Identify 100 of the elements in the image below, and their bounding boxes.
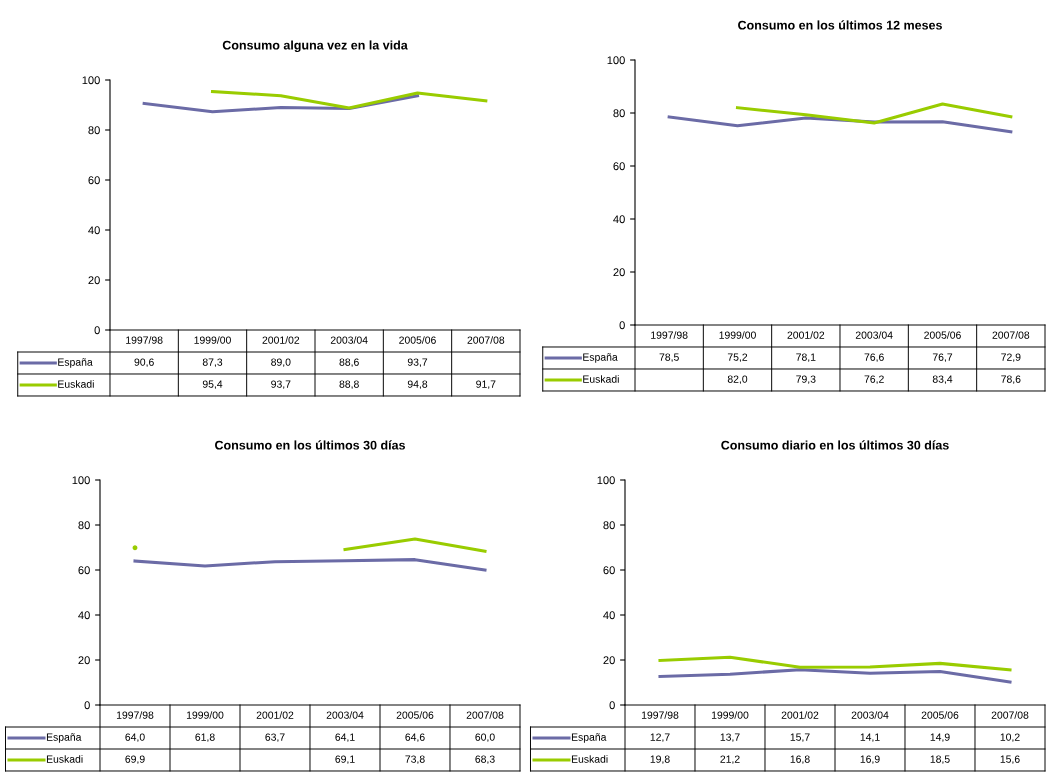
y-tick-label: 100 [72,476,90,485]
y-tick-label: 20 [613,268,625,277]
data-label: 76,2 [864,375,884,385]
data-label: 78,6 [1001,375,1021,385]
data-label: 18,5 [930,755,950,765]
data-label: 15,7 [790,733,810,743]
x-tick-label: 2005/06 [921,711,959,719]
y-tick-label: 0 [609,701,615,710]
data-label: 19,8 [650,755,670,765]
x-tick-label: 2003/04 [326,711,364,719]
line-series [133,558,487,572]
data-label: 88,8 [339,380,359,390]
x-tick-label: 2003/04 [855,331,893,339]
data-label: 63,7 [265,733,285,743]
data-label: 93,7 [271,380,291,390]
data-label: 73,8 [405,755,425,765]
y-tick-label: 100 [597,476,615,485]
x-tick-label: 2007/08 [992,331,1030,339]
x-tick-label: 2001/02 [256,711,294,719]
data-label: 61,8 [195,733,215,743]
data-label: 64,1 [335,733,355,743]
x-tick-label: 2007/08 [467,336,505,344]
x-tick-label: 2003/04 [851,711,889,719]
data-label: 64,6 [405,733,425,743]
data-label: 13,7 [720,733,740,743]
x-tick-label: 1997/98 [116,711,154,719]
data-label: 75,2 [727,353,748,363]
data-label: 16,8 [790,755,810,765]
y-tick-label: 80 [613,109,625,118]
data-label: 14,9 [930,733,950,743]
data-label: 78,1 [796,353,816,363]
y-tick-label: 100 [82,76,100,85]
y-tick-label: 0 [84,701,90,710]
data-label: 76,6 [864,353,884,363]
data-label: 15,6 [1000,755,1020,765]
data-label: 72,9 [1001,353,1021,363]
y-tick-label: 100 [607,56,625,65]
x-tick-label: 1997/98 [641,711,679,719]
y-tick-label: 0 [619,321,625,330]
x-tick-label: 2005/06 [924,331,961,339]
legend-label: España [46,733,82,743]
x-tick-label: 2005/06 [399,336,436,344]
y-tick-label: 0 [94,326,100,335]
y-tick-label: 20 [78,656,90,665]
data-label: 91,7 [476,380,496,390]
chart-title: Consumo en los últimos 30 días [215,440,405,450]
y-tick-label: 60 [603,566,615,575]
data-label: 82,0 [727,375,748,385]
legend-label: Euskadi [46,755,83,763]
legend-label: España [571,733,607,743]
data-label: 93,7 [407,358,428,368]
y-tick-label: 80 [603,521,615,530]
x-tick-label: 2007/08 [991,711,1029,719]
legend-label: Euskadi [583,375,619,383]
x-tick-label: 1999/00 [711,711,749,719]
y-tick-label: 40 [78,611,90,620]
legend-label: España [58,358,93,368]
data-label: 90,6 [134,358,154,368]
y-tick-label: 80 [78,521,90,530]
x-tick-label: 1997/98 [651,331,688,339]
legend-label: Euskadi [571,755,608,763]
y-tick-label: 60 [613,162,625,171]
data-label: 88,6 [339,358,359,368]
y-tick-label: 60 [88,176,100,185]
data-label: 78,5 [659,353,679,363]
data-label: 89,0 [271,358,291,368]
y-tick-label: 20 [603,656,615,665]
x-tick-label: 2005/06 [396,711,434,719]
line-series [210,89,488,110]
data-label: 14,1 [860,733,880,743]
chart-title: Consumo diario en los últimos 30 días [721,440,949,450]
legend-label: España [583,353,618,363]
data-label: 79,3 [796,375,816,385]
data-label: 95,4 [202,380,223,390]
data-label: 16,9 [860,755,880,765]
chart-title: Consumo en los últimos 12 meses [738,20,942,30]
x-tick-label: 2003/04 [330,336,368,344]
data-label: 69,9 [125,755,145,765]
data-label: 87,3 [202,358,223,368]
data-label: 12,7 [650,733,670,743]
x-tick-label: 2001/02 [787,331,825,339]
line-series [735,102,1013,125]
data-label: 21,2 [720,755,740,765]
data-label: 94,8 [407,380,428,390]
x-tick-label: 2007/08 [466,711,504,719]
x-tick-label: 1999/00 [194,336,231,344]
y-tick-label: 60 [78,566,90,575]
data-label: 69,1 [335,755,355,765]
data-label: 64,0 [125,733,145,743]
line-series [658,668,1012,684]
y-tick-label: 40 [603,611,615,620]
y-tick-label: 80 [88,126,100,135]
chart-title: Consumo alguna vez en la vida [222,40,408,53]
data-label: 76,7 [932,353,953,363]
x-tick-label: 2001/02 [781,711,819,719]
data-label: 10,2 [1000,733,1020,743]
y-tick-label: 40 [613,215,625,224]
x-tick-label: 1997/98 [126,336,163,344]
data-label: 60,0 [475,733,495,743]
y-tick-label: 20 [88,276,100,285]
